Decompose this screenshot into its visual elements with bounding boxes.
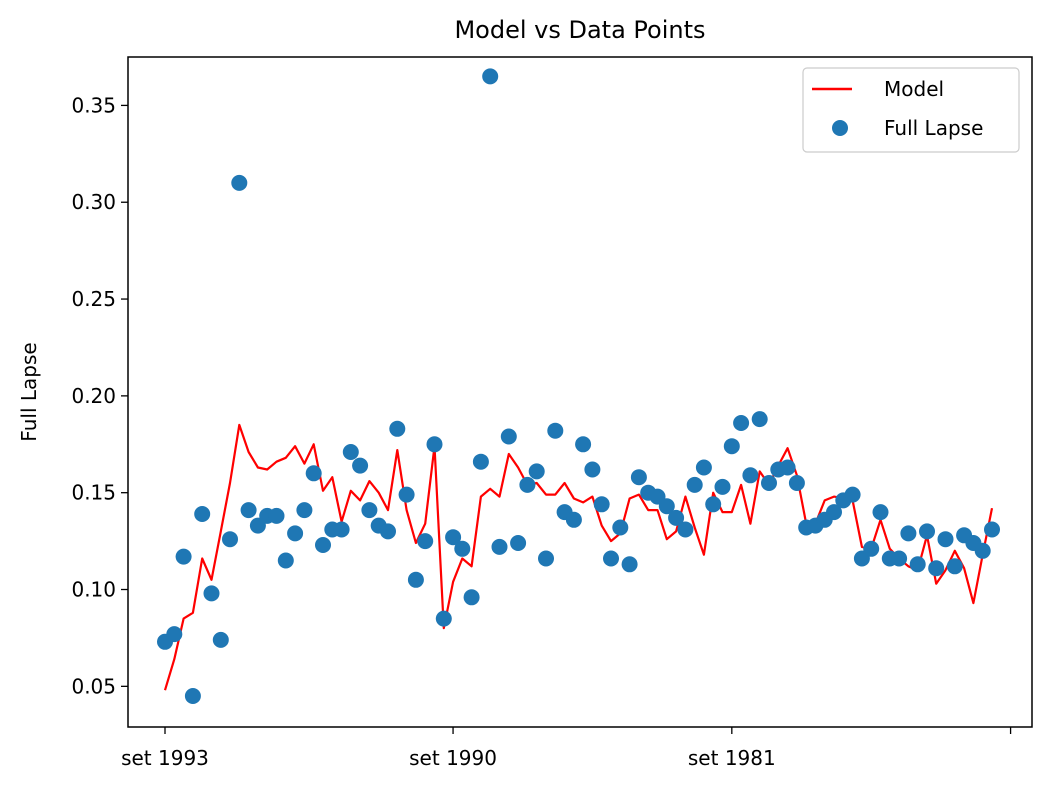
full-lapse-point [733, 415, 750, 431]
full-lapse-point [686, 476, 703, 493]
full-lapse-point [361, 502, 378, 519]
full-lapse-point [705, 496, 722, 513]
full-lapse-point [342, 444, 359, 460]
x-tick-label: set 1993 [121, 746, 209, 770]
full-lapse-point [984, 521, 1000, 538]
y-axis-label: Full Lapse [17, 342, 41, 441]
full-lapse-point [240, 502, 257, 519]
full-lapse-point [909, 556, 926, 573]
full-lapse-point [287, 525, 304, 542]
plot-area [127, 56, 1033, 728]
y-tick-label: 0.25 [71, 287, 116, 311]
full-lapse-point [565, 511, 582, 528]
legend-full-lapse-swatch [832, 120, 848, 136]
full-lapse-point [380, 523, 396, 540]
full-lapse-point [445, 529, 462, 546]
full-lapse-point [900, 525, 917, 542]
full-lapse-point [315, 537, 331, 553]
y-tick-label: 0.10 [71, 578, 116, 602]
model-line [163, 423, 994, 691]
y-tick-label: 0.35 [71, 93, 116, 117]
full-lapse-point [482, 68, 499, 85]
full-lapse-point [779, 459, 796, 476]
full-lapse-point [937, 531, 954, 548]
full-lapse-point [658, 498, 675, 515]
x-axis: set 1993 set 1990 set 1981 [121, 727, 1012, 770]
full-lapse-point [891, 550, 908, 567]
full-lapse-point [296, 502, 313, 519]
full-lapse-point [844, 486, 861, 503]
full-lapse-point [603, 550, 619, 567]
full-lapse-point [510, 535, 527, 551]
x-tick-label: set 1990 [409, 746, 497, 770]
y-axis: 0.05 0.10 0.15 0.20 0.25 0.30 0.35 [71, 93, 128, 698]
full-lapse-point [454, 540, 471, 557]
legend-model-label: Model [884, 77, 944, 101]
y-tick-label: 0.20 [71, 384, 116, 408]
full-lapse-point [166, 626, 183, 643]
full-lapse-point [593, 496, 610, 513]
full-lapse-point [928, 560, 945, 577]
full-lapse-point [742, 467, 759, 484]
full-lapse-point [222, 531, 238, 548]
chart-title: Model vs Data Points [454, 16, 705, 44]
full-lapse-point [268, 507, 285, 524]
full-lapse-point [872, 504, 889, 521]
full-lapse-point [677, 521, 694, 538]
full-lapse-point [426, 436, 443, 453]
full-lapse-point [528, 463, 545, 480]
full-lapse-point [788, 475, 805, 491]
y-tick-label: 0.05 [71, 674, 116, 698]
full-lapse-point [407, 571, 424, 588]
series-layer [157, 68, 1000, 704]
y-tick-label: 0.15 [71, 481, 116, 505]
full-lapse-point [212, 631, 229, 648]
full-lapse-point [575, 436, 592, 453]
full-lapse-point [612, 519, 629, 536]
full-lapse-point [491, 538, 508, 555]
full-lapse-point [352, 457, 369, 474]
full-lapse-point [863, 540, 880, 557]
plot-frame [127, 56, 1033, 728]
full-lapse-point [417, 533, 434, 550]
full-lapse-point [621, 556, 638, 573]
full-lapse-point [751, 411, 768, 428]
full-lapse-point [398, 486, 415, 503]
full-lapse-point [389, 420, 406, 437]
full-lapse-point [472, 453, 489, 470]
full-lapse-point [584, 461, 601, 478]
full-lapse-point [826, 504, 842, 521]
full-lapse-point [974, 542, 991, 559]
x-tick-label: set 1981 [688, 746, 776, 770]
full-lapse-point [231, 174, 248, 191]
full-lapse-point [668, 509, 685, 526]
full-lapse-point [333, 521, 350, 538]
full-lapse-point [305, 465, 322, 482]
full-lapse-point [500, 428, 517, 445]
full-lapse-point [547, 422, 564, 439]
full-lapse-point [184, 688, 201, 704]
full-lapse-point [277, 552, 294, 569]
legend-box [802, 67, 1020, 153]
legend-full-lapse-label: Full Lapse [884, 116, 983, 140]
full-lapse-point [946, 558, 963, 575]
full-lapse-point [695, 459, 712, 476]
full-lapse-point [519, 476, 536, 493]
full-lapse-point [630, 469, 647, 486]
full-lapse-point [761, 475, 777, 491]
full-lapse-point [463, 589, 480, 606]
y-tick-label: 0.30 [71, 190, 116, 214]
full-lapse-point [538, 550, 554, 567]
full-lapse-point [435, 610, 452, 627]
full-lapse-point [723, 438, 740, 455]
full-lapse-point [175, 548, 192, 565]
full-lapse-point [194, 506, 211, 522]
full-lapse-point [919, 523, 935, 540]
full-lapse-point [714, 478, 731, 495]
legend: Model Full Lapse [802, 67, 1020, 153]
full-lapse-point [203, 585, 220, 602]
